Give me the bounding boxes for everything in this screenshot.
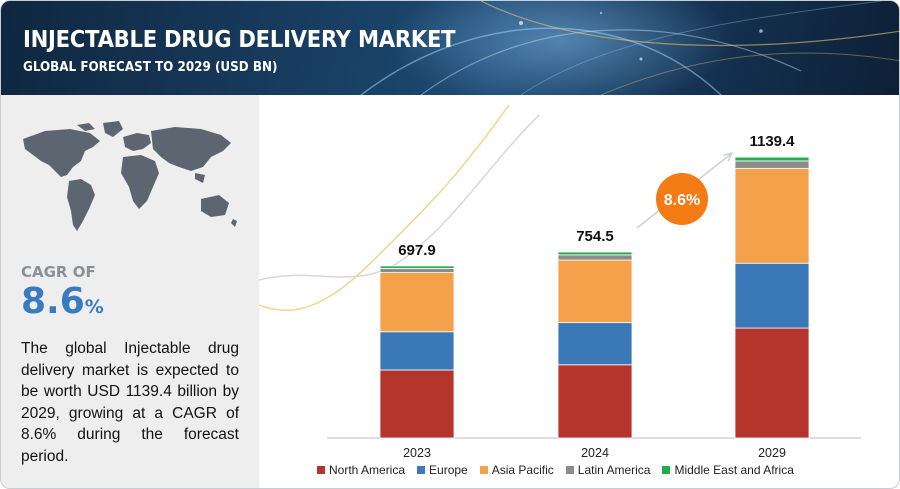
cagr-unit: %: [84, 296, 104, 318]
legend-label: Asia Pacific: [491, 463, 554, 477]
bar-2023-north-america: [379, 369, 455, 439]
bar-2029-middle-east-and-africa: [734, 156, 810, 162]
bar-2024-asia-pacific: [557, 259, 633, 324]
x-tick-2029: 2029: [758, 446, 786, 460]
growth-arrow-head-icon: [723, 152, 734, 162]
bar-2024-middle-east-and-africa: [557, 251, 633, 256]
page-subtitle: GLOBAL FORECAST TO 2029 (USD BN): [23, 60, 278, 75]
market-description: The global Injectable drug delivery mark…: [21, 340, 239, 465]
total-label-2023: 697.9: [398, 242, 436, 259]
bar-2023-asia-pacific: [379, 272, 455, 333]
legend-swatch: [565, 466, 574, 474]
bar-2029-asia-pacific: [734, 167, 810, 264]
bar-2024-europe: [557, 322, 633, 366]
bar-2029-north-america: [734, 327, 810, 439]
bar-2029-latin-america: [734, 160, 810, 169]
legend-item-asia-pacific: Asia Pacific: [479, 463, 554, 477]
legend-label: North America: [329, 463, 406, 477]
header-banner: INJECTABLE DRUG DELIVERY MARKET GLOBAL F…: [1, 1, 899, 95]
legend-item-north-america: North America: [317, 463, 405, 477]
bar-2023-europe: [379, 331, 455, 371]
legend-label: Europe: [429, 463, 468, 477]
bar-2029-europe: [734, 262, 810, 329]
world-map-icon: [23, 121, 237, 231]
cagr-label: CAGR OF: [21, 263, 96, 281]
x-tick-2023: 2023: [403, 446, 431, 460]
legend-swatch: [417, 466, 426, 474]
left-info-panel: CAGR OF 8.6% The global Injectable drug …: [1, 95, 259, 488]
header-decoration: [360, 1, 899, 95]
cagr-value: 8.6%: [21, 281, 104, 322]
cagr-badge-label: 8.6%: [664, 192, 700, 209]
cagr-number: 8.6: [21, 281, 85, 322]
bar-2023-middle-east-and-africa: [379, 265, 455, 269]
decor-swoosh-gray: [259, 114, 540, 281]
total-label-2029: 1139.4: [749, 133, 795, 150]
legend-label: Middle East and Africa: [674, 463, 794, 477]
legend-swatch: [317, 466, 325, 474]
legend-item-latin-america: Latin America: [565, 463, 651, 477]
cagr-badge: [656, 173, 708, 225]
total-label-2024: 754.5: [576, 228, 614, 245]
bar-2024-latin-america: [557, 254, 633, 261]
legend-swatch: [662, 466, 671, 474]
chart-legend: North America Europe Asia Pacific Latin Ame…: [317, 462, 794, 478]
stacked-bar-chart: 697.9 2023 754.5 2024 1139.4 2029 8.6%: [259, 104, 861, 460]
bar-2023-latin-america: [379, 268, 455, 274]
decor-swoosh-gold: [259, 104, 510, 311]
chart-area: 697.9 2023 754.5 2024 1139.4 2029 8.6%: [259, 95, 899, 488]
legend-label: Latin America: [577, 463, 651, 477]
x-tick-2024: 2024: [581, 446, 609, 460]
legend-item-europe: Europe: [417, 463, 468, 477]
legend-swatch: [479, 466, 488, 474]
legend-item-middle-east-and-africa: Middle East and Africa: [662, 463, 794, 477]
bar-2024-north-america: [557, 364, 633, 439]
page-title: INJECTABLE DRUG DELIVERY MARKET: [23, 27, 456, 53]
